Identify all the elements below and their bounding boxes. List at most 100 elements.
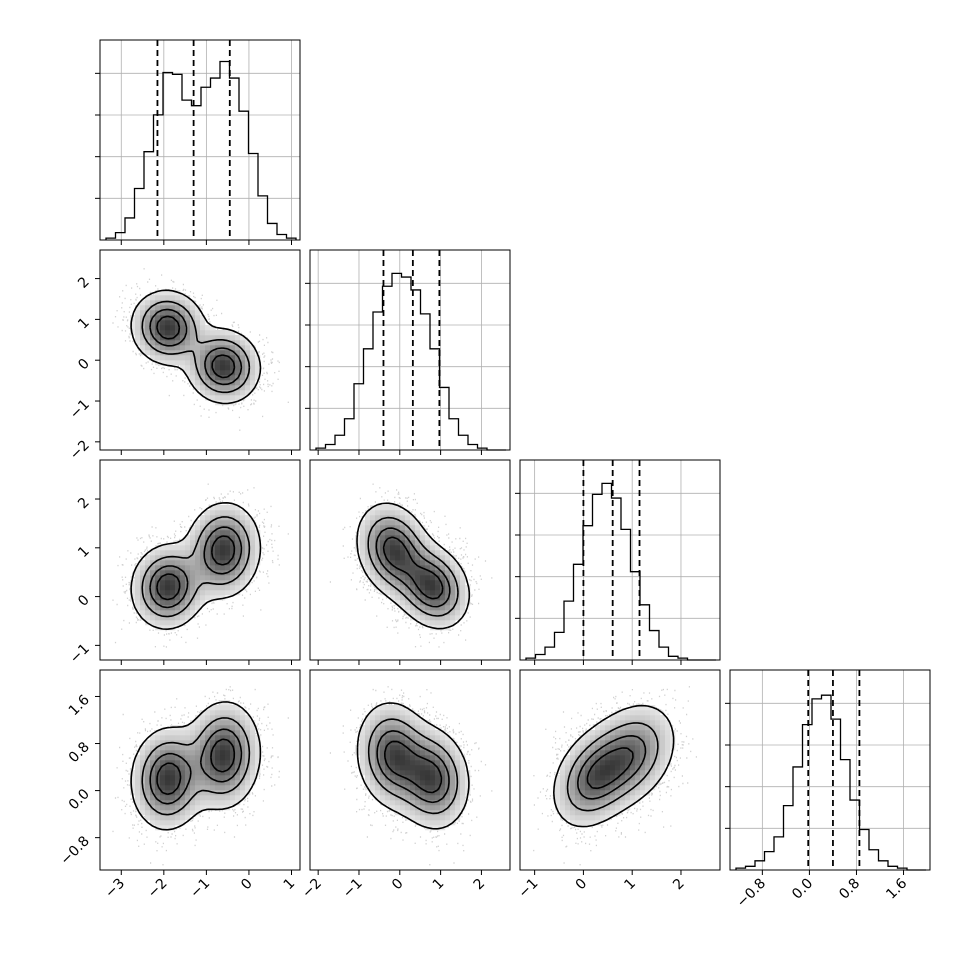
density-cell bbox=[175, 545, 181, 551]
density-cell bbox=[235, 715, 241, 721]
density-cell bbox=[615, 750, 621, 756]
density-cell bbox=[380, 765, 386, 771]
density-cell bbox=[220, 330, 226, 336]
density-cell bbox=[185, 770, 191, 776]
density-cell bbox=[595, 745, 601, 751]
density-cell bbox=[230, 355, 236, 361]
x-axis bbox=[317, 660, 482, 665]
density-cell bbox=[175, 560, 181, 566]
density-cell bbox=[185, 805, 191, 811]
density-cell bbox=[440, 605, 446, 611]
density-cell bbox=[435, 590, 441, 596]
density-cell bbox=[160, 600, 166, 606]
density-cell bbox=[170, 775, 176, 781]
density-cell bbox=[445, 615, 451, 621]
density-cell bbox=[385, 535, 391, 541]
density-cell bbox=[575, 770, 581, 776]
density-cell bbox=[570, 820, 576, 826]
density-cell bbox=[225, 380, 231, 386]
density-cell bbox=[385, 570, 391, 576]
density-cell bbox=[600, 795, 606, 801]
density-cell bbox=[410, 755, 416, 761]
density-cell bbox=[395, 555, 401, 561]
density-cell bbox=[415, 820, 421, 826]
panel-frame bbox=[519, 669, 721, 871]
density-cell bbox=[220, 580, 226, 586]
density-cell bbox=[160, 780, 166, 786]
density-cell bbox=[575, 820, 581, 826]
density-cell bbox=[210, 350, 216, 356]
density-cell bbox=[210, 375, 216, 381]
density-cell bbox=[135, 335, 141, 341]
density-cell bbox=[640, 720, 646, 726]
density-cell bbox=[360, 745, 366, 751]
density-cell bbox=[165, 730, 171, 736]
density-cell bbox=[440, 590, 446, 596]
density-cell bbox=[150, 820, 156, 826]
density-cell bbox=[140, 315, 146, 321]
density-cell bbox=[205, 520, 211, 526]
density-cell bbox=[140, 615, 146, 621]
density-cell bbox=[420, 535, 426, 541]
density-cell bbox=[365, 725, 371, 731]
density-cell bbox=[465, 785, 471, 791]
density-cell bbox=[155, 595, 161, 601]
density-cell bbox=[160, 825, 166, 831]
density-cell bbox=[625, 730, 631, 736]
density-cell bbox=[430, 770, 436, 776]
density-cell bbox=[195, 365, 201, 371]
density-cell bbox=[665, 755, 671, 761]
density-cell bbox=[640, 785, 646, 791]
density-cell bbox=[585, 760, 591, 766]
density-cell bbox=[160, 590, 166, 596]
density-cell bbox=[445, 605, 451, 611]
density-cell bbox=[395, 725, 401, 731]
density-cell bbox=[460, 610, 466, 616]
density-cell bbox=[380, 800, 386, 806]
density-cell bbox=[375, 790, 381, 796]
density-cell bbox=[190, 585, 196, 591]
density-cell bbox=[165, 340, 171, 346]
density-cell bbox=[180, 600, 186, 606]
density-cell bbox=[200, 355, 206, 361]
density-cell bbox=[155, 610, 161, 616]
density-cell bbox=[235, 755, 241, 761]
density-cell bbox=[215, 340, 221, 346]
density-cell bbox=[390, 540, 396, 546]
density-cell bbox=[170, 305, 176, 311]
density-cell bbox=[600, 770, 606, 776]
density-cell bbox=[645, 735, 651, 741]
density-cell bbox=[195, 765, 201, 771]
contour-level bbox=[149, 308, 243, 386]
density-cell bbox=[145, 295, 151, 301]
contour-level bbox=[376, 730, 450, 804]
density-cell bbox=[250, 540, 256, 546]
density-cell bbox=[420, 595, 426, 601]
density-cell bbox=[145, 585, 151, 591]
density-cell bbox=[440, 805, 446, 811]
density-cell bbox=[230, 535, 236, 541]
density-cell bbox=[440, 620, 446, 626]
density-cell bbox=[220, 740, 226, 746]
density-cell bbox=[200, 335, 206, 341]
density-cell bbox=[400, 585, 406, 591]
density-cell bbox=[585, 790, 591, 796]
density-cell bbox=[210, 760, 216, 766]
density-cell bbox=[425, 725, 431, 731]
density-cell bbox=[435, 615, 441, 621]
density-cell bbox=[195, 780, 201, 786]
density-cell bbox=[375, 785, 381, 791]
density-cell bbox=[400, 735, 406, 741]
density-cell bbox=[135, 775, 141, 781]
density-cell bbox=[365, 735, 371, 741]
density-cell bbox=[650, 710, 656, 716]
density-cell bbox=[185, 795, 191, 801]
density-cell bbox=[400, 525, 406, 531]
density-cell bbox=[240, 385, 246, 391]
density-cell bbox=[435, 585, 441, 591]
density-cell bbox=[190, 760, 196, 766]
density-cell bbox=[415, 520, 421, 526]
density-cell bbox=[375, 795, 381, 801]
density-cell bbox=[655, 760, 661, 766]
density-cell bbox=[605, 745, 611, 751]
